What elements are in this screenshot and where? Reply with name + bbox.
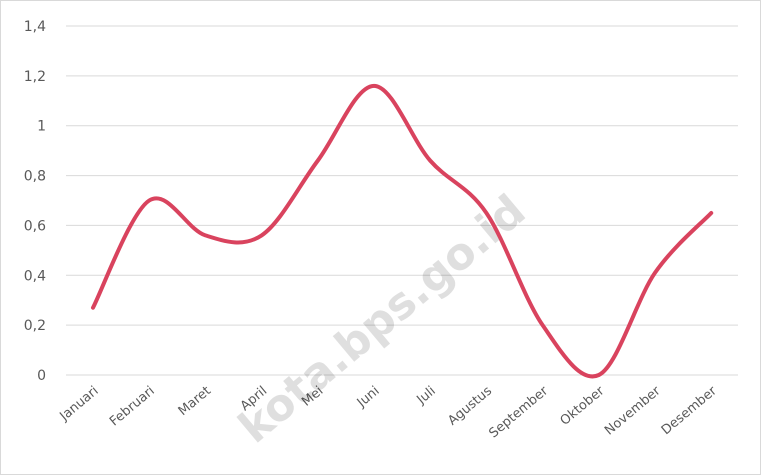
y-axis: 0 0,2 0,4 0,6 0,8 1 1,2 1,4	[24, 19, 46, 384]
series-layer	[91, 83, 714, 379]
x-tick-label: Agustus	[445, 383, 495, 428]
y-tick-label: 1	[37, 119, 46, 135]
x-tick-label: Desember	[659, 383, 720, 438]
x-tick-label: Juli	[414, 384, 439, 409]
x-tick-label: Oktober	[558, 383, 608, 429]
x-tick-label: Maret	[176, 384, 214, 419]
x-tick-label: Juni	[354, 384, 383, 412]
y-tick-label: 0,2	[24, 318, 46, 334]
y-tick-label: 0	[37, 368, 46, 384]
y-tick-label: 1,2	[24, 69, 46, 85]
x-axis: Januari Februari Maret April Mei Juni Juli Agus…	[57, 383, 721, 441]
series-line	[91, 83, 714, 379]
x-tick-label: Februari	[107, 384, 158, 430]
x-tick-label: September	[486, 383, 551, 441]
x-tick-label: Januari	[57, 384, 102, 425]
y-tick-label: 0,8	[24, 169, 46, 185]
y-tick-label: 0,4	[24, 268, 46, 284]
grid-layer	[66, 25, 738, 376]
x-tick-label: November	[602, 383, 664, 438]
y-tick-label: 1,4	[24, 19, 46, 35]
y-tick-label: 0,6	[24, 218, 46, 234]
